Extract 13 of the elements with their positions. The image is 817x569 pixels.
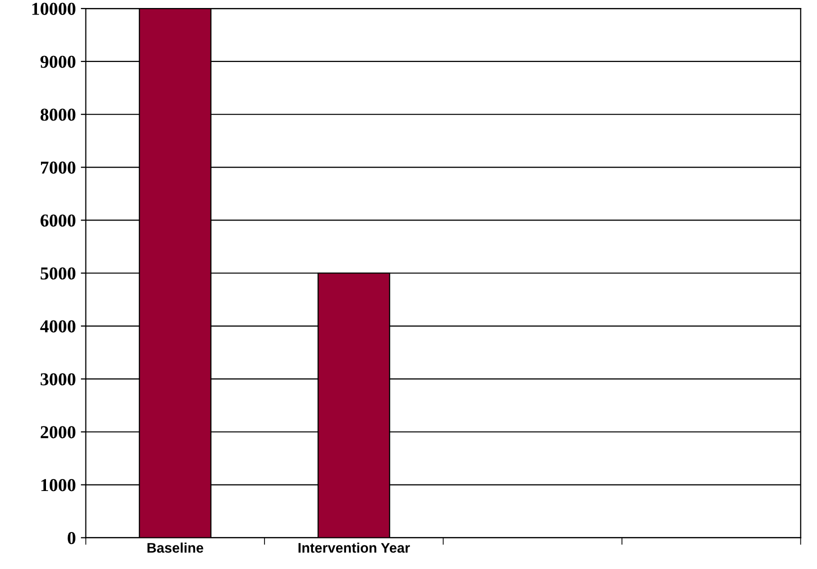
y-tick-label: 0 [68,532,76,544]
y-tick-label: 5000 [40,267,76,280]
y-tick-label: 6000 [40,214,76,227]
y-tick-label: 9000 [40,56,76,68]
y-tick-label: 8000 [40,108,76,121]
x-tick-label: Baseline [148,542,204,553]
y-tick-label: 4000 [40,320,76,332]
y-tick-label: 7000 [40,162,76,174]
y-tick-label: 2000 [40,426,76,438]
x-tick-label: Intervention Year [298,542,410,553]
y-tick-label: 10000 [32,2,76,15]
y-tick-label: 3000 [40,373,76,386]
y-tick-label: 1000 [41,479,76,492]
